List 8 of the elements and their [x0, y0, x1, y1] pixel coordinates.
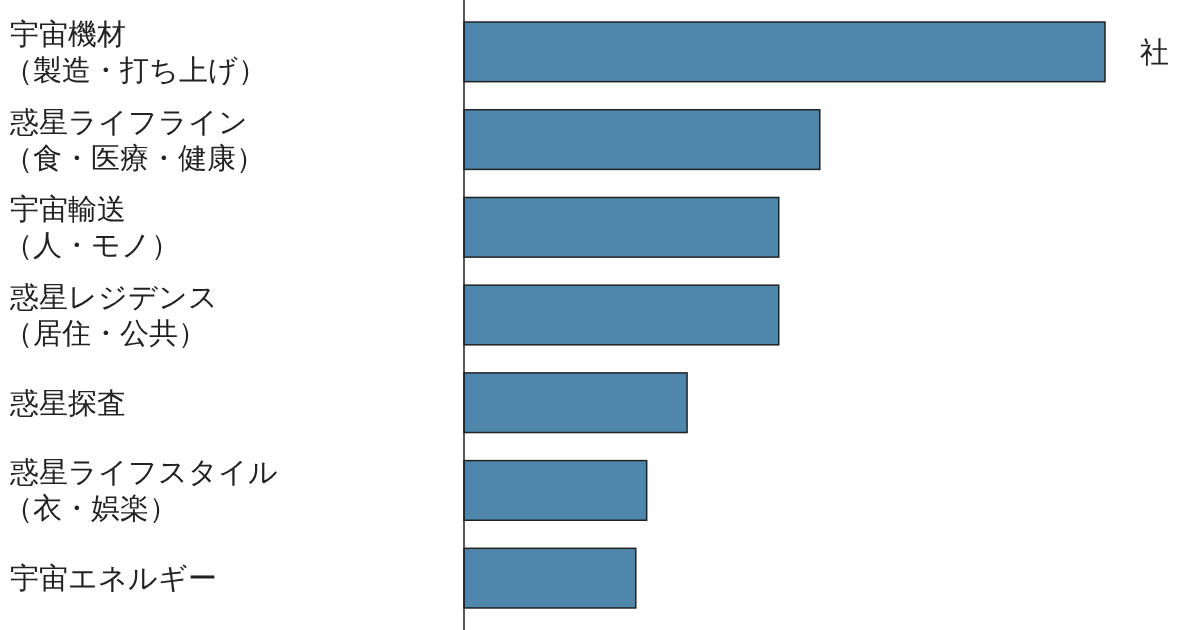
y-tick-label: 惑星探査	[9, 385, 126, 420]
y-tick-label: 惑星レジデンス（居住・公共）	[4, 280, 218, 350]
y-tick-label: 宇宙機材（製造・打ち上げ）	[4, 16, 267, 87]
y-tick-label: 宇宙輸送（人・モノ）	[4, 192, 180, 263]
y-tick-label: 惑星ライフライン（食・医療・健康）	[4, 104, 265, 175]
text: 社	[1140, 34, 1169, 69]
y-tick-label: 惑星ライフスタイル（衣・娯楽）	[4, 455, 278, 526]
y-tick-label: 宇宙エネルギー	[10, 561, 217, 596]
